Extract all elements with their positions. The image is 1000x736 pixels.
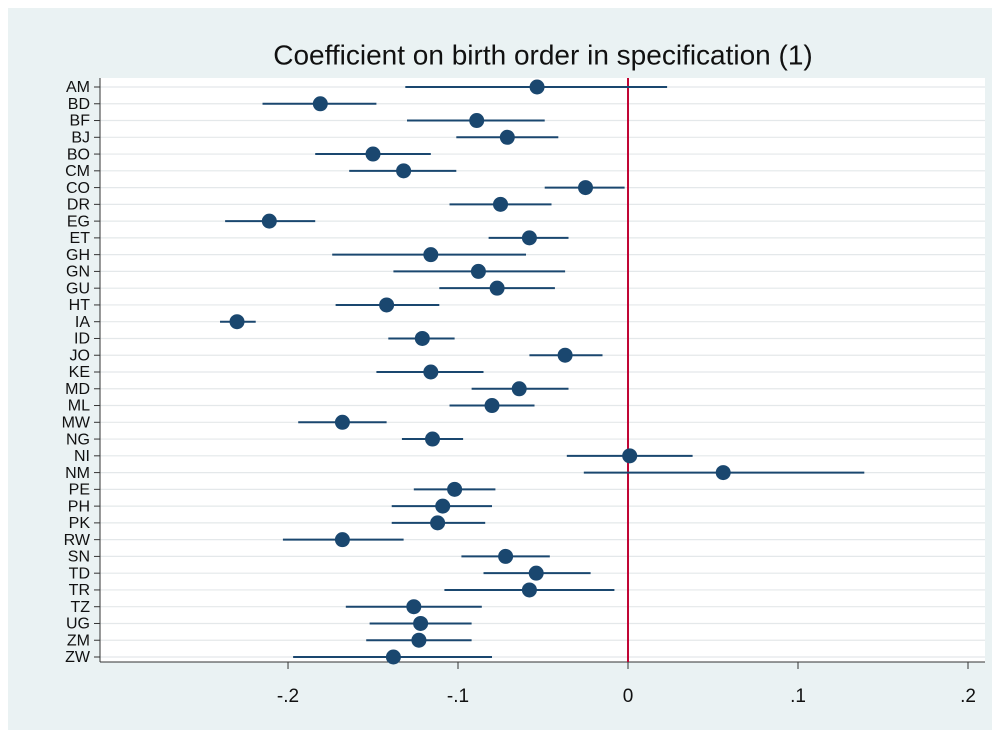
chart-title: Coefficient on birth order in specificat… (273, 39, 813, 70)
x-tick-label: .2 (960, 686, 976, 707)
y-tick-label: BJ (71, 130, 90, 147)
point-estimate (413, 615, 429, 631)
y-tick-label: BO (67, 146, 90, 163)
y-tick-label: IA (75, 314, 90, 331)
y-tick-label: UG (66, 616, 90, 633)
point-estimate (365, 146, 381, 162)
y-tick-label: NG (66, 431, 90, 448)
point-estimate (414, 330, 430, 346)
y-tick-label: ZM (67, 632, 90, 649)
point-estimate (435, 498, 451, 514)
plot-area (100, 78, 985, 662)
point-estimate (715, 465, 731, 481)
y-tick-label: HT (69, 297, 91, 314)
point-estimate (484, 398, 500, 414)
y-tick-label: CO (66, 180, 90, 197)
point-estimate (493, 196, 509, 212)
y-tick-label: GH (66, 247, 90, 264)
y-tick-label: PE (69, 482, 90, 499)
point-estimate (406, 599, 422, 615)
x-tick-label: .1 (790, 686, 806, 707)
y-tick-label: TZ (70, 599, 90, 616)
y-tick-label: CM (65, 163, 90, 180)
point-estimate (499, 129, 515, 145)
point-estimate (229, 314, 245, 330)
y-tick-label: DR (67, 197, 90, 214)
point-estimate (557, 347, 573, 363)
x-tick-label: -.2 (277, 686, 299, 707)
point-estimate (425, 431, 441, 447)
y-tick-label: PK (69, 515, 91, 532)
point-estimate (261, 213, 277, 229)
point-estimate (385, 649, 401, 665)
point-estimate (521, 582, 537, 598)
point-estimate (469, 113, 485, 129)
y-tick-label: KE (69, 364, 90, 381)
point-estimate (622, 448, 638, 464)
point-estimate (334, 532, 350, 548)
point-estimate (511, 381, 527, 397)
point-estimate (379, 297, 395, 313)
point-estimate (334, 414, 350, 430)
x-tick-label: 0 (623, 686, 634, 707)
point-estimate (430, 515, 446, 531)
y-tick-label: BD (68, 96, 90, 113)
y-tick-label: MW (62, 415, 91, 432)
y-tick-label: ID (74, 331, 90, 348)
point-estimate (470, 263, 486, 279)
y-tick-label: ET (70, 230, 91, 247)
y-tick-label: JO (70, 347, 90, 364)
x-tick-label: -.1 (447, 686, 469, 707)
point-estimate (447, 481, 463, 497)
y-tick-label: NM (65, 465, 90, 482)
point-estimate (529, 79, 545, 95)
point-estimate (578, 180, 594, 196)
y-tick-label: PH (68, 498, 90, 515)
point-estimate (396, 163, 412, 179)
y-tick-label: SN (68, 549, 90, 566)
point-estimate (411, 632, 427, 648)
point-estimate (423, 364, 439, 380)
point-estimate (423, 247, 439, 263)
point-estimate (521, 230, 537, 246)
point-estimate (498, 548, 514, 564)
y-tick-label: MD (65, 381, 90, 398)
y-tick-label: RW (64, 532, 91, 549)
point-estimate (528, 565, 544, 581)
y-tick-label: BF (70, 113, 91, 130)
point-estimate (312, 96, 328, 112)
y-tick-label: TR (69, 582, 90, 599)
y-tick-label: NI (74, 448, 90, 465)
y-tick-label: ML (68, 398, 90, 415)
y-tick-label: GN (66, 264, 90, 281)
y-tick-label: EG (67, 213, 90, 230)
y-tick-label: TD (69, 565, 90, 582)
point-estimate (489, 280, 505, 296)
y-tick-label: ZW (65, 649, 91, 666)
y-tick-label: AM (66, 79, 90, 96)
y-tick-label: GU (66, 280, 90, 297)
